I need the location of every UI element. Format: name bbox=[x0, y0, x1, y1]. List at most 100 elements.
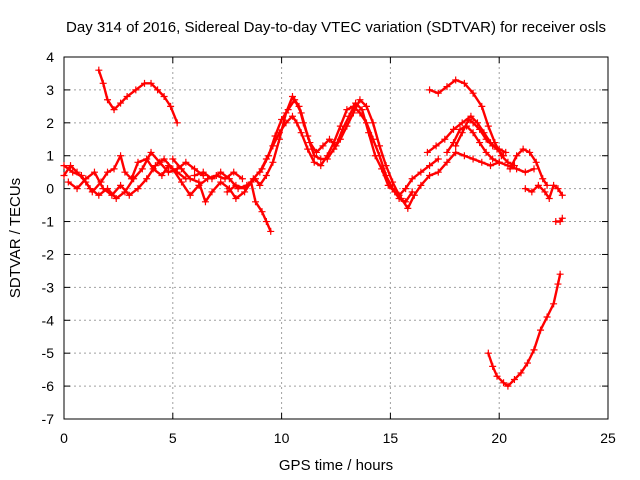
data-point bbox=[325, 135, 333, 143]
series-seg-2 bbox=[60, 148, 207, 203]
series-seg-13 bbox=[506, 145, 551, 189]
y-tick-label: 0 bbox=[46, 181, 54, 197]
data-point bbox=[95, 191, 103, 199]
data-point bbox=[169, 165, 177, 173]
data-point bbox=[104, 168, 112, 176]
data-point bbox=[554, 280, 562, 288]
data-point bbox=[495, 158, 503, 166]
data-point bbox=[484, 349, 492, 357]
data-point bbox=[278, 116, 286, 124]
data-point bbox=[550, 181, 558, 189]
data-point bbox=[125, 191, 133, 199]
data-point bbox=[554, 185, 562, 193]
data-point bbox=[310, 158, 318, 166]
data-point bbox=[186, 175, 194, 183]
data-point bbox=[130, 175, 138, 183]
data-point bbox=[476, 125, 484, 133]
data-point bbox=[389, 185, 397, 193]
data-point bbox=[523, 359, 531, 367]
x-axis: 0 5 10 15 20 25 bbox=[60, 57, 616, 446]
data-point bbox=[530, 165, 538, 173]
data-point bbox=[482, 148, 490, 156]
data-point bbox=[143, 175, 151, 183]
data-point bbox=[349, 102, 357, 110]
data-point bbox=[262, 171, 270, 179]
data-point bbox=[452, 148, 460, 156]
x-axis-label: GPS time / hours bbox=[279, 457, 393, 474]
data-point bbox=[376, 152, 384, 160]
data-point bbox=[160, 155, 168, 163]
data-point bbox=[323, 152, 331, 160]
data-point bbox=[336, 122, 344, 130]
x-tick-label: 10 bbox=[274, 430, 290, 446]
data-point bbox=[249, 175, 257, 183]
series-line bbox=[428, 78, 516, 167]
data-point bbox=[519, 145, 527, 153]
data-point bbox=[469, 89, 477, 97]
data-point bbox=[117, 152, 125, 160]
data-point bbox=[258, 208, 266, 216]
plot-frame bbox=[63, 56, 609, 420]
data-point bbox=[556, 270, 564, 278]
data-point bbox=[417, 168, 425, 176]
data-point bbox=[469, 155, 477, 163]
y-tick-label: 3 bbox=[46, 82, 54, 98]
y-tick-label: 1 bbox=[46, 148, 54, 164]
data-point bbox=[460, 79, 468, 87]
data-point bbox=[269, 158, 277, 166]
data-point bbox=[543, 313, 551, 321]
data-point bbox=[123, 92, 131, 100]
data-point bbox=[417, 181, 425, 189]
data-point bbox=[558, 191, 566, 199]
data-point bbox=[493, 372, 501, 380]
series-seg-16 bbox=[484, 270, 564, 390]
data-point bbox=[104, 96, 112, 104]
data-point bbox=[191, 165, 199, 173]
data-point bbox=[369, 119, 377, 127]
data-point bbox=[469, 129, 477, 137]
data-point bbox=[108, 191, 116, 199]
data-point bbox=[112, 195, 120, 203]
data-point bbox=[110, 165, 118, 173]
data-point bbox=[476, 139, 484, 147]
data-point bbox=[545, 195, 553, 203]
data-point bbox=[534, 181, 542, 189]
data-point bbox=[402, 198, 410, 206]
data-point bbox=[489, 362, 497, 370]
x-tick-label: 5 bbox=[169, 430, 177, 446]
data-point bbox=[502, 148, 510, 156]
series-line bbox=[508, 147, 549, 187]
data-point bbox=[510, 376, 518, 384]
data-point bbox=[443, 158, 451, 166]
series-line bbox=[225, 98, 440, 197]
data-point bbox=[147, 148, 155, 156]
x-tick-label: 25 bbox=[600, 430, 616, 446]
data-point bbox=[356, 109, 364, 117]
data-point bbox=[73, 185, 81, 193]
data-point bbox=[151, 162, 159, 170]
data-point bbox=[269, 142, 277, 150]
data-point bbox=[504, 382, 512, 390]
y-axis-label: SDTVAR / TECUs bbox=[7, 178, 24, 298]
data-point bbox=[521, 168, 529, 176]
data-point bbox=[230, 168, 238, 176]
series-seg-15 bbox=[552, 214, 566, 226]
data-point bbox=[376, 142, 384, 150]
data-point bbox=[452, 76, 460, 84]
data-point bbox=[330, 139, 338, 147]
data-point bbox=[550, 300, 558, 308]
data-point bbox=[178, 178, 186, 186]
data-point bbox=[543, 181, 551, 189]
data-point bbox=[484, 122, 492, 130]
data-point bbox=[423, 148, 431, 156]
data-point bbox=[434, 168, 442, 176]
data-point bbox=[134, 158, 142, 166]
data-point bbox=[191, 171, 199, 179]
data-point bbox=[86, 185, 94, 193]
data-point bbox=[404, 204, 412, 212]
data-point bbox=[495, 145, 503, 153]
data-point bbox=[284, 106, 292, 114]
x-tick-label: 15 bbox=[383, 430, 399, 446]
data-point bbox=[208, 188, 216, 196]
data-point bbox=[154, 86, 162, 94]
